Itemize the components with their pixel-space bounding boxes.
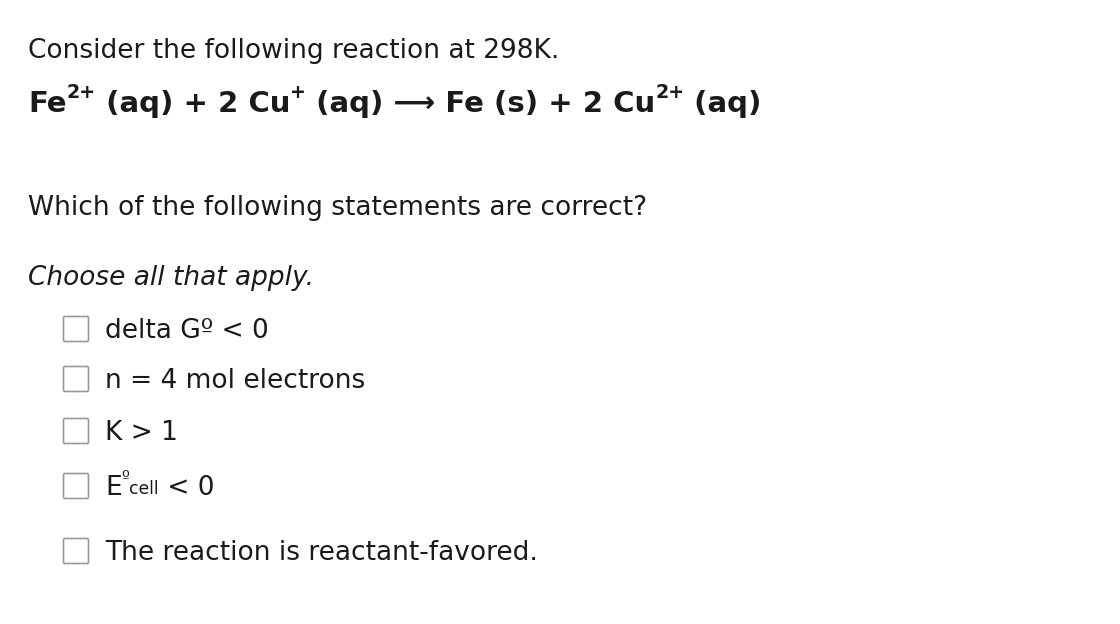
FancyBboxPatch shape <box>64 419 88 444</box>
FancyBboxPatch shape <box>64 366 88 391</box>
Text: The reaction is reactant-favored.: The reaction is reactant-favored. <box>105 540 538 566</box>
Text: K > 1: K > 1 <box>105 420 178 446</box>
Text: n = 4 mol electrons: n = 4 mol electrons <box>105 368 365 394</box>
Text: < 0: < 0 <box>159 475 215 501</box>
Text: (aq) ⟶ Fe (s) + 2 Cu: (aq) ⟶ Fe (s) + 2 Cu <box>306 90 655 118</box>
Text: +: + <box>290 83 306 102</box>
Text: 2+: 2+ <box>655 83 684 102</box>
Text: E: E <box>105 475 122 501</box>
Text: º: º <box>122 469 130 487</box>
Text: Which of the following statements are correct?: Which of the following statements are co… <box>28 195 647 221</box>
FancyBboxPatch shape <box>64 316 88 341</box>
Text: (aq) + 2 Cu: (aq) + 2 Cu <box>95 90 290 118</box>
Text: Consider the following reaction at 298K.: Consider the following reaction at 298K. <box>28 38 559 64</box>
Text: 2+: 2+ <box>66 83 95 102</box>
Text: delta Gº < 0: delta Gº < 0 <box>105 318 269 344</box>
Text: cell: cell <box>130 480 159 498</box>
FancyBboxPatch shape <box>64 474 88 499</box>
FancyBboxPatch shape <box>64 539 88 563</box>
Text: Choose all that apply.: Choose all that apply. <box>28 265 314 291</box>
Text: Fe: Fe <box>28 90 66 118</box>
Text: (aq): (aq) <box>684 90 762 118</box>
